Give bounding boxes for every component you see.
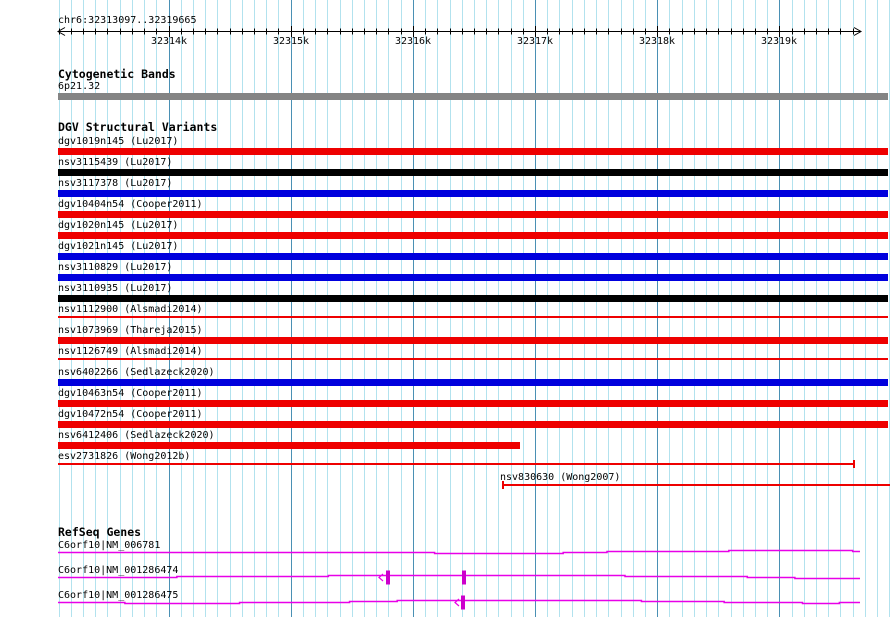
variant-label[interactable]: dgv10404n54 (Cooper2011) bbox=[58, 199, 203, 210]
variant-label[interactable]: nsv3115439 (Lu2017) bbox=[58, 157, 173, 168]
variant-label[interactable]: nsv6412406 (Sedlazeck2020) bbox=[58, 430, 215, 441]
variant-label[interactable]: nsv6402266 (Sedlazeck2020) bbox=[58, 367, 215, 378]
gene-label[interactable]: C6orf10|NM_006781 bbox=[58, 540, 161, 551]
ruler-tick-label: 32317k bbox=[516, 36, 554, 47]
cytobands-section-title: Cytogenetic Bands bbox=[58, 67, 176, 81]
gene-model[interactable] bbox=[58, 549, 860, 555]
variant-label[interactable]: esv2731826 (Wong2012b) bbox=[58, 451, 191, 462]
variant-bar[interactable] bbox=[58, 211, 888, 218]
cytoband-bar[interactable] bbox=[58, 93, 888, 100]
ruler-tick-label: 32315k bbox=[272, 36, 310, 47]
variant-label[interactable]: dgv1020n145 (Lu2017) bbox=[58, 220, 179, 231]
ruler-left-arrow-icon bbox=[56, 27, 66, 36]
gene-exon-block[interactable] bbox=[462, 570, 466, 585]
gridlines bbox=[59, 0, 890, 617]
variant-bar[interactable] bbox=[58, 295, 888, 302]
gene-model[interactable] bbox=[58, 570, 860, 585]
cytoband-name-label[interactable]: 6p21.32 bbox=[58, 81, 101, 92]
gene-label[interactable]: C6orf10|NM_001286474 bbox=[58, 565, 179, 576]
gene-strand-arrow-icon bbox=[378, 573, 384, 582]
variant-label[interactable]: dgv1021n145 (Lu2017) bbox=[58, 241, 179, 252]
ruler-tick-label: 32314k bbox=[150, 36, 188, 47]
variant-bar[interactable] bbox=[58, 169, 888, 176]
variant-label[interactable]: dgv10472n54 (Cooper2011) bbox=[58, 409, 203, 420]
gene-exon-block[interactable] bbox=[386, 570, 390, 585]
variant-label[interactable]: nsv1073969 (Thareja2015) bbox=[58, 325, 203, 336]
gene-exon-block[interactable] bbox=[461, 595, 465, 610]
gene-intron-line[interactable] bbox=[58, 599, 860, 605]
variant-label[interactable]: nsv3110829 (Lu2017) bbox=[58, 262, 173, 273]
variant-line[interactable] bbox=[58, 463, 855, 465]
variant-label[interactable]: nsv3110935 (Lu2017) bbox=[58, 283, 173, 294]
variant-line[interactable] bbox=[58, 316, 888, 318]
variant-bar[interactable] bbox=[58, 379, 888, 386]
gene-label[interactable]: C6orf10|NM_001286475 bbox=[58, 590, 179, 601]
variant-bar[interactable] bbox=[58, 274, 888, 281]
variant-label[interactable]: nsv1112900 (Alsmadi2014) bbox=[58, 304, 203, 315]
variant-bar[interactable] bbox=[58, 253, 888, 260]
gene-model[interactable] bbox=[58, 595, 860, 610]
gene-intron-line[interactable] bbox=[58, 549, 860, 555]
variant-bar[interactable] bbox=[58, 400, 888, 407]
dgv-section-title: DGV Structural Variants bbox=[58, 120, 218, 134]
variant-label[interactable]: nsv3117378 (Lu2017) bbox=[58, 178, 173, 189]
variant-bar[interactable] bbox=[58, 232, 888, 239]
ruler bbox=[58, 26, 861, 37]
ruler-right-arrow-icon bbox=[853, 27, 863, 36]
gene-intron-line[interactable] bbox=[58, 574, 860, 580]
gene-strand-arrow-icon bbox=[454, 598, 460, 607]
refseq-section-title: RefSeq Genes bbox=[58, 525, 142, 539]
variant-label[interactable]: nsv830630 (Wong2007) bbox=[500, 472, 621, 483]
variant-label[interactable]: nsv1126749 (Alsmadi2014) bbox=[58, 346, 203, 357]
variant-bar[interactable] bbox=[58, 442, 520, 449]
variant-bar[interactable] bbox=[58, 148, 888, 155]
variant-line[interactable] bbox=[58, 358, 888, 360]
variant-bar[interactable] bbox=[58, 190, 888, 197]
variant-end-tick bbox=[502, 481, 504, 489]
variant-end-tick bbox=[853, 460, 855, 468]
variant-label[interactable]: dgv1019n145 (Lu2017) bbox=[58, 136, 179, 147]
variant-line[interactable] bbox=[502, 484, 890, 486]
variant-label[interactable]: dgv10463n54 (Cooper2011) bbox=[58, 388, 203, 399]
locus-label: chr6:32313097..32319665 bbox=[58, 15, 197, 26]
ruler-tick-label: 32319k bbox=[760, 36, 798, 47]
variant-bar[interactable] bbox=[58, 337, 888, 344]
variant-bar[interactable] bbox=[58, 421, 888, 428]
ruler-tick-label: 32316k bbox=[394, 36, 432, 47]
ruler-tick-label: 32318k bbox=[638, 36, 676, 47]
